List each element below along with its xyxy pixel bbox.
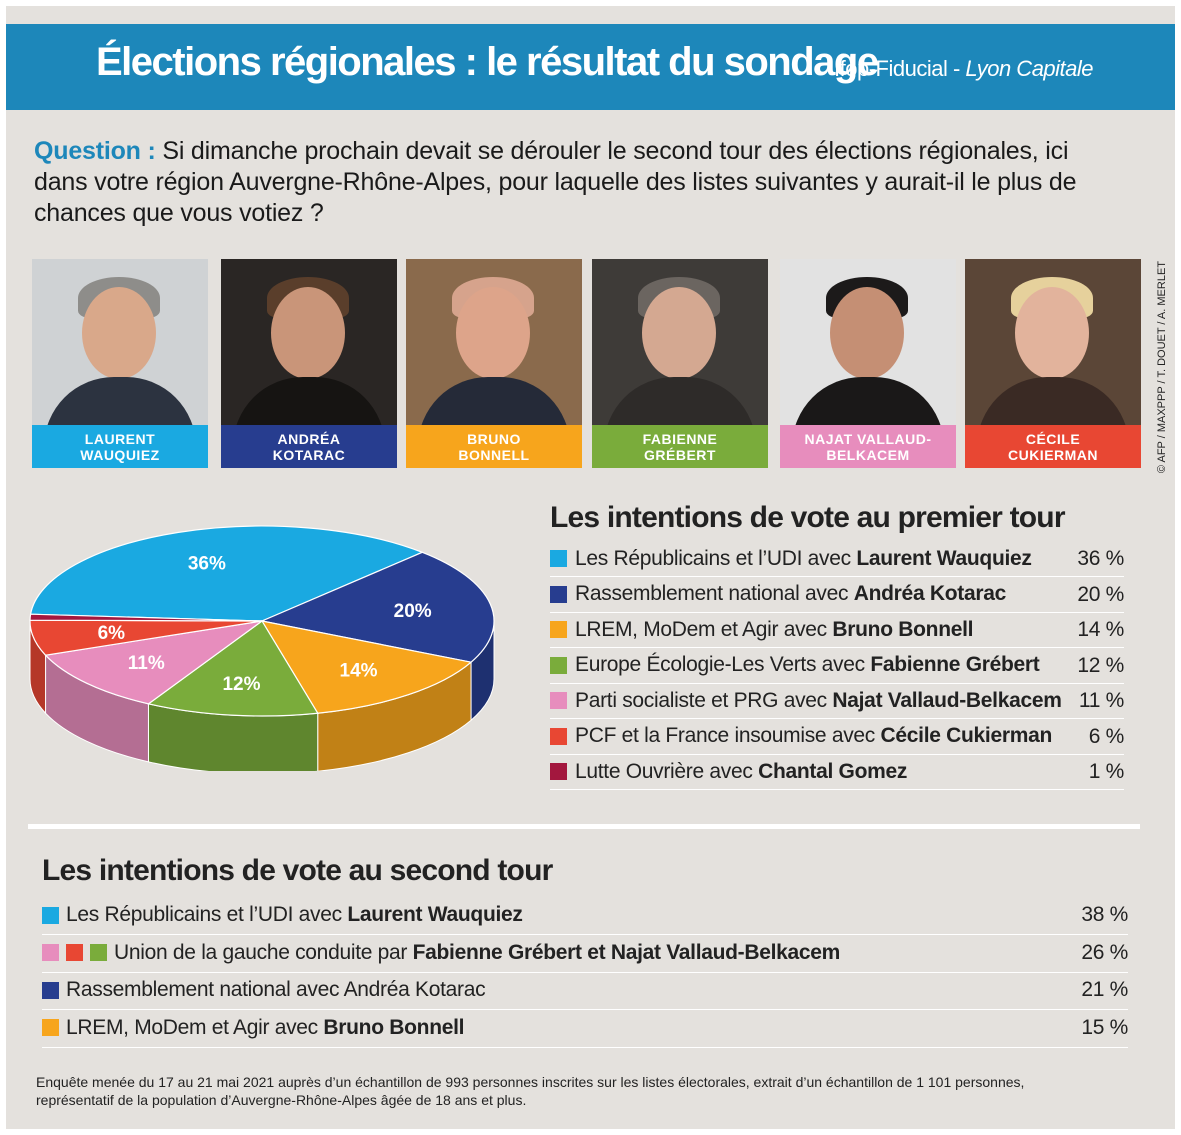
legend-percent: 6 % — [1088, 724, 1125, 748]
question-block: Question : Si dimanche prochain devait s… — [34, 136, 1124, 229]
pie-data-label: 14% — [340, 661, 378, 682]
legend-label: Europe Écologie-Les Verts avec Fabienne … — [575, 653, 1040, 676]
row-label: Union de la gauche conduite par Fabienne… — [114, 940, 841, 964]
row-percent: 26 % — [1081, 940, 1128, 964]
candidate-card-bonnell: BRUNO BONNELL — [406, 259, 582, 468]
legend-percent: 14 % — [1077, 618, 1124, 641]
second-round-row: Rassemblement national avec Andréa Kotar… — [42, 971, 1128, 1010]
section-divider — [28, 824, 1140, 829]
candidate-name: NAJAT VALLAUD- BELKACEM — [780, 425, 956, 468]
legend-percent: 36 % — [1077, 547, 1124, 570]
row-label: LREM, MoDem et Agir avec Bruno Bonnell — [66, 1015, 465, 1039]
page-title: Élections régionales : le résultat du so… — [96, 40, 879, 84]
row-percent: 15 % — [1081, 1015, 1128, 1039]
legend-percent: 1 % — [1088, 760, 1125, 783]
pie-chart-svg: 36% 20% 14% 12% 11%6% — [29, 525, 495, 775]
legend-swatch — [550, 656, 567, 674]
pie-slice — [259, 551, 495, 663]
legend-swatch — [550, 550, 567, 567]
legend-label: Les Républicains et l’UDI avec Laurent W… — [575, 546, 1032, 570]
row-percent: 21 % — [1081, 978, 1128, 1001]
legend-row: Parti socialiste et PRG avec Najat Valla… — [550, 683, 1124, 719]
legend-row: Europe Écologie-Les Verts avec Fabienne … — [550, 648, 1124, 684]
row-percent: 38 % — [1081, 903, 1128, 926]
legend-row: Lutte Ouvrière avec Chantal Gomez 1 % — [550, 754, 1124, 790]
pie-data-label: 11% — [128, 653, 165, 674]
legend-row: PCF et la France insoumise avec Cécile C… — [550, 719, 1124, 755]
candidate-card-cukierman: CÉCILE CUKIERMAN — [965, 259, 1141, 468]
candidate-name: FABIENNE GRÉBERT — [592, 425, 768, 468]
pie-slice — [44, 620, 263, 705]
infographic: Élections régionales : le résultat du so… — [6, 6, 1175, 1129]
legend-label: Parti socialiste et PRG avec Najat Valla… — [575, 688, 1062, 712]
legend-swatch — [550, 727, 567, 745]
legend-row: LREM, MoDem et Agir avec Bruno Bonnell 14… — [550, 612, 1124, 648]
source-prefix: Ifop-Fiducial - — [834, 56, 966, 81]
legend-swatch — [42, 944, 59, 961]
candidate-photo — [592, 259, 768, 425]
pie-slice — [147, 620, 319, 717]
row-label: Rassemblement national avec Andréa Kotar… — [66, 978, 486, 1001]
legend-swatch — [66, 944, 83, 961]
pie-slice — [29, 525, 424, 622]
legend-swatch — [90, 944, 107, 961]
legend-row: Les Républicains et l’UDI avec Laurent W… — [550, 541, 1124, 577]
legend-percent: 20 % — [1077, 582, 1124, 606]
candidate-photo — [965, 259, 1141, 425]
legend-swatch — [42, 981, 59, 999]
photo-credit: © AFP / MAXPPP / T. DOUET / A. MERLET — [1156, 261, 1168, 474]
row-label: Les Républicains et l’UDI avec Laurent W… — [66, 903, 523, 926]
question-label: Question : — [34, 137, 156, 165]
legend-swatch — [550, 585, 567, 603]
second-round-title: Les intentions de vote au second tour — [42, 854, 553, 887]
candidate-name: BRUNO BONNELL — [406, 425, 582, 468]
legend-swatch — [42, 906, 59, 924]
survey-footnote: Enquête menée du 17 au 21 mai 2021 auprè… — [36, 1074, 1025, 1108]
pie-slice — [260, 620, 473, 714]
first-round-pie-chart: 36% 20% 14% 12% 11% 6% — [24, 521, 504, 775]
candidate-name: CÉCILE CUKIERMAN — [965, 425, 1141, 468]
candidate-card-grebert: FABIENNE GRÉBERT — [592, 259, 768, 468]
second-round-row: Union de la gauche conduite par Fabienne… — [42, 934, 1128, 973]
legend-label: LREM, MoDem et Agir avec Bruno Bonnell — [575, 617, 974, 641]
candidate-name: ANDRÉA KOTARAC — [221, 425, 397, 468]
legend-label: Lutte Ouvrière avec Chantal Gomez — [575, 759, 908, 783]
legend-label: PCF et la France insoumise avec Cécile C… — [575, 724, 1052, 747]
candidate-photo — [780, 259, 956, 425]
title-banner: Élections régionales : le résultat du so… — [6, 24, 1175, 110]
legend-percent: 11 % — [1078, 689, 1124, 712]
candidate-card-wauquiez: LAURENT WAUQUIEZ — [32, 259, 208, 468]
legend-swatch — [550, 692, 567, 709]
second-round-row: LREM, MoDem et Agir avec Bruno Bonnell 15… — [42, 1009, 1128, 1048]
pie-data-label: 6% — [98, 623, 126, 644]
candidate-photo — [406, 259, 582, 425]
legend-label: Rassemblement national avec Andréa Kotar… — [575, 582, 1006, 605]
candidate-photo — [221, 259, 397, 425]
legend-percent: 12 % — [1077, 653, 1124, 677]
candidate-name: LAURENT WAUQUIEZ — [32, 425, 208, 468]
candidate-card-kotarac: ANDRÉA KOTARAC — [221, 259, 397, 468]
legend-swatch — [42, 1019, 59, 1036]
pie-data-label: 12% — [222, 674, 260, 695]
question-text: Si dimanche prochain devait se dérouler … — [34, 137, 1077, 227]
pie-slice — [29, 613, 263, 622]
candidate-photo — [32, 259, 208, 425]
legend-swatch — [550, 763, 567, 780]
pie-data-label: 36% — [188, 554, 226, 575]
legend-swatch — [550, 621, 567, 638]
first-round-title: Les intentions de vote au premier tour — [550, 501, 1066, 534]
pie-data-label: 20% — [394, 601, 432, 622]
poll-source: Ifop-Fiducial - Lyon Capitale — [834, 56, 1094, 82]
source-outlet: Lyon Capitale — [965, 56, 1094, 81]
candidate-card-vallaud-belkacem: NAJAT VALLAUD- BELKACEM — [780, 259, 956, 468]
second-round-row: Les Républicains et l’UDI avec Laurent W… — [42, 896, 1128, 935]
legend-row: Rassemblement national avec Andréa Kotar… — [550, 577, 1124, 613]
